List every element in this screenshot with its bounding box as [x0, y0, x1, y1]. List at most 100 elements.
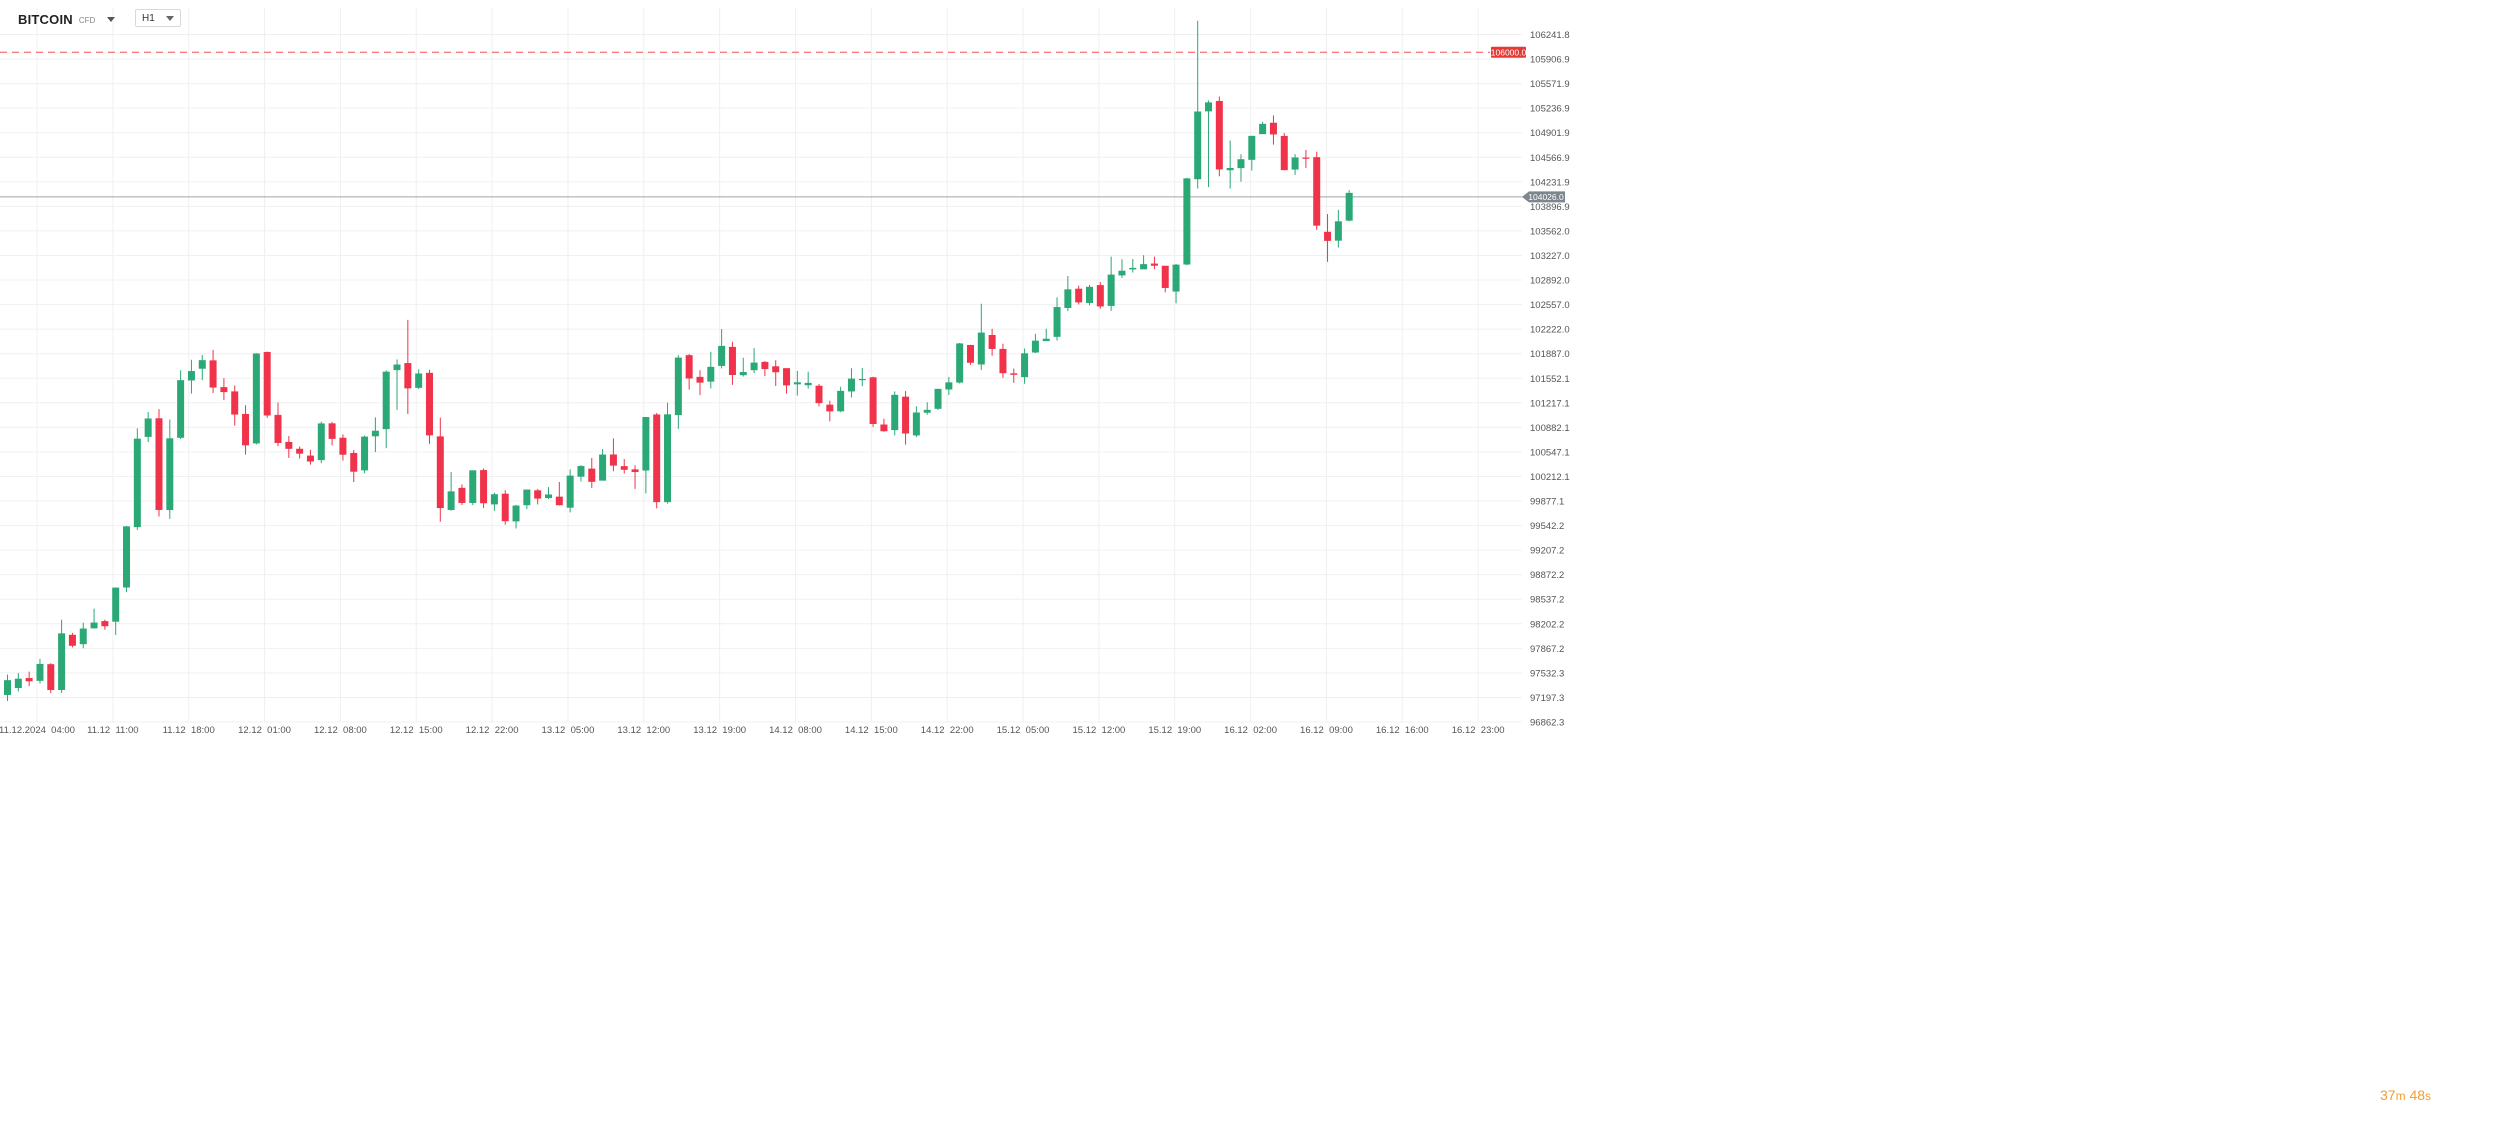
symbol-selector[interactable]: BITCOIN CFD	[18, 10, 116, 28]
price-tick-label: 99542.2	[1530, 521, 1564, 532]
candle-body	[707, 366, 715, 382]
candle-body	[382, 371, 390, 430]
candle-body	[674, 357, 682, 416]
time-tick-label: 11.12 18:00	[163, 725, 215, 736]
candle-body	[328, 423, 336, 439]
price-tick-label: 97197.3	[1530, 693, 1564, 704]
candle-body	[68, 634, 76, 646]
price-tick-label: 100212.1	[1530, 472, 1570, 483]
candle-body	[1096, 285, 1104, 307]
candle-countdown: 37m 48s	[2380, 1087, 2431, 1103]
symbol-type: CFD	[78, 15, 96, 25]
countdown-minutes-unit: m	[2395, 1089, 2406, 1103]
price-axis[interactable]: 106241.8 105906.9 105571.9 105236.9 104901.9…	[1530, 30, 1570, 729]
candle-body	[945, 382, 953, 390]
price-tick-label: 100547.1	[1530, 447, 1570, 458]
candle-body	[631, 469, 639, 473]
candle-body	[1183, 178, 1191, 265]
candle-body	[1031, 340, 1039, 353]
time-tick-label: 16.12 02:00	[1224, 725, 1277, 736]
time-tick-label: 12.12 08:00	[314, 725, 367, 736]
candle-body	[685, 355, 693, 379]
candle-body	[14, 678, 22, 689]
candle-body	[534, 490, 542, 499]
price-tick-label: 105906.9	[1530, 55, 1570, 66]
candle-body	[653, 414, 661, 503]
candle-body	[1345, 192, 1353, 221]
time-tick-label: 13.12 12:00	[617, 725, 670, 736]
candle-body	[772, 366, 780, 373]
candle-body	[620, 466, 628, 470]
candle-body	[415, 373, 423, 388]
time-axis[interactable]: 11.12.2024 04:00 11.12 11:00 11.12 18:00 12…	[0, 725, 1505, 736]
candle-body	[436, 436, 444, 509]
candle-body	[804, 382, 812, 386]
price-tick-label: 99207.2	[1530, 546, 1564, 557]
candle-body	[999, 348, 1007, 374]
time-tick-label: 16.12 09:00	[1300, 725, 1353, 736]
candle-body	[1194, 111, 1202, 180]
candle-body	[847, 378, 855, 392]
candle-body	[858, 378, 866, 381]
candle-body	[339, 437, 347, 455]
candle-body	[317, 423, 325, 461]
candle-body	[480, 470, 488, 504]
candle-body	[1150, 263, 1158, 266]
candle-body	[1118, 270, 1126, 276]
price-tick-label: 104231.9	[1530, 177, 1570, 188]
timeframe-selector[interactable]: H1	[135, 9, 181, 27]
alert-level-label: 106000.0	[1491, 47, 1527, 57]
candle-body	[566, 475, 574, 508]
candle-body	[869, 377, 877, 424]
candle-body	[1107, 274, 1115, 306]
candle-body	[523, 489, 531, 506]
candle-body	[112, 587, 120, 622]
time-tick-label: 14.12 22:00	[921, 725, 974, 736]
price-tick-label: 98872.2	[1530, 570, 1564, 581]
candle-body	[891, 394, 899, 431]
candle-body	[425, 372, 433, 436]
candle-body	[1324, 231, 1332, 241]
candle-body	[912, 412, 920, 436]
candle-body	[793, 382, 801, 385]
candle-body	[90, 622, 98, 629]
candle-body	[555, 496, 563, 506]
candle-body	[133, 438, 141, 528]
time-tick-label: 11.12.2024 04:00	[0, 725, 75, 736]
time-tick-label: 15.12 19:00	[1148, 725, 1201, 736]
candle-body	[783, 368, 791, 386]
candle-body	[718, 345, 726, 366]
time-tick-label: 12.12 22:00	[466, 725, 519, 736]
candle-body	[1302, 157, 1310, 159]
symbol-name: BITCOIN	[18, 11, 73, 27]
candle-body	[739, 372, 747, 376]
candle-body	[285, 441, 293, 449]
candle-body	[1215, 100, 1223, 170]
candle-body	[252, 353, 260, 444]
price-tick-label: 105571.9	[1530, 79, 1570, 90]
candle-body	[1053, 307, 1061, 337]
candle-body	[263, 352, 271, 416]
candle-body	[761, 361, 769, 370]
price-levels: 106000.0 104026.0	[0, 46, 1565, 203]
countdown-seconds-unit: s	[2425, 1089, 2432, 1103]
candle-body	[880, 424, 888, 432]
candle-body	[101, 621, 109, 627]
price-tick-label: 104566.9	[1530, 153, 1570, 164]
candle-body	[1291, 157, 1299, 170]
price-tick-label: 103227.0	[1530, 251, 1570, 262]
candle-body	[242, 413, 250, 446]
candle-body	[696, 376, 704, 383]
candle-body	[79, 628, 87, 645]
candle-body	[155, 418, 163, 510]
candle-body	[512, 505, 520, 522]
candle-body	[1237, 159, 1245, 169]
time-tick-label: 15.12 05:00	[997, 725, 1050, 736]
candle-body	[177, 380, 185, 438]
candle-body	[166, 438, 174, 511]
candle-body	[58, 633, 66, 690]
price-tick-label: 102222.0	[1530, 325, 1570, 336]
time-tick-label: 16.12 16:00	[1376, 725, 1429, 736]
